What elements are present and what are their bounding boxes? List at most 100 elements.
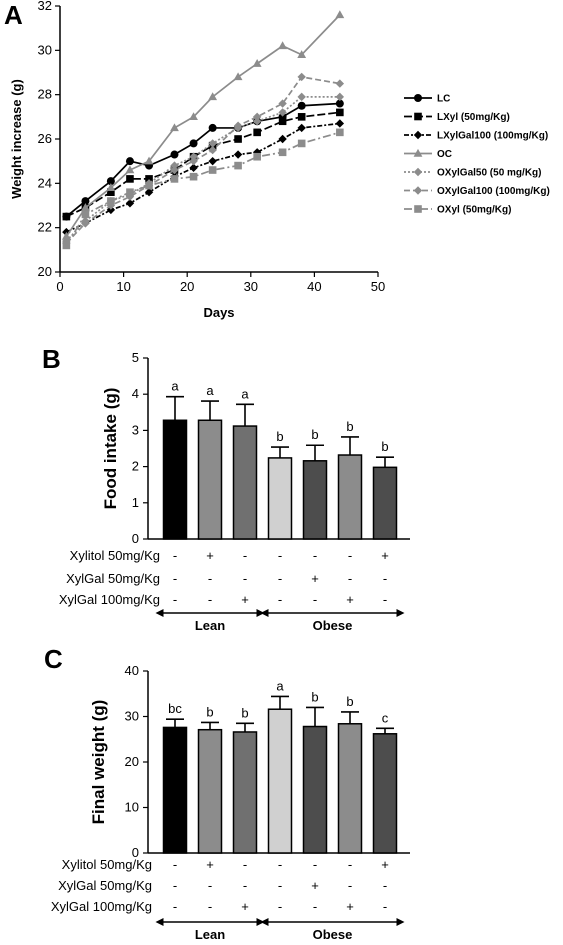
data-point [189, 152, 198, 161]
data-point [278, 117, 287, 126]
significance-letter: a [171, 379, 179, 394]
group-label: Lean [195, 618, 225, 633]
significance-letter: b [241, 705, 248, 720]
bar-rect [302, 460, 328, 540]
y-tick-label: 40 [125, 663, 139, 678]
legend-entry: OXylGal50 (50 mg/Kg) [404, 168, 541, 179]
treatment-sign: - [173, 548, 177, 563]
treatment-sign: - [278, 571, 282, 586]
data-point [335, 79, 345, 88]
legend-entry: LC [404, 94, 450, 105]
data-point [62, 212, 71, 221]
treatment-sign: - [173, 857, 177, 872]
group-label: Obese [313, 618, 353, 633]
legend-label: LXyl (50mg/Kg) [437, 112, 510, 123]
bar-rect [162, 419, 188, 540]
panel-letter-c: C [44, 644, 63, 674]
arrow-head-left [155, 609, 164, 617]
y-tick-label: 30 [125, 709, 139, 724]
x-axis-title: Days [203, 305, 234, 320]
treatment-row-label: Xylitol 50mg/Kg [70, 548, 160, 563]
x-tick-label: 30 [244, 279, 258, 294]
y-tick-label: 24 [38, 175, 52, 190]
significance-letter: b [346, 694, 353, 709]
data-point [234, 135, 242, 143]
y-tick-label: 0 [132, 845, 139, 860]
treatment-sign: - [278, 548, 282, 563]
treatment-sign: - [278, 857, 282, 872]
bar-3: b [267, 429, 293, 540]
y-tick-label: 22 [38, 220, 52, 235]
treatment-row-label: XylGal 50mg/Kg [66, 571, 160, 586]
data-point [81, 219, 90, 228]
treatment-sign: - [348, 857, 352, 872]
data-point [297, 92, 306, 102]
significance-letter: b [311, 427, 318, 442]
data-point [233, 72, 243, 81]
line-chart-weight: 20 22 24 26 28 30 32 0 10 20 30 40 50 Days Weight incr… [9, 0, 550, 320]
y-tick-label: 0 [132, 531, 139, 546]
data-point [297, 101, 306, 110]
legend-marker [414, 94, 422, 102]
treatment-sign: - [173, 592, 177, 607]
group-arrow-obese: Obese [260, 609, 405, 633]
significance-letter: a [276, 678, 284, 693]
data-point [252, 117, 262, 126]
y-axis-title: Food intake (g) [101, 388, 120, 510]
bar-2: a [232, 386, 258, 540]
data-point [335, 119, 345, 128]
treatment-sign: - [243, 548, 247, 563]
data-point [297, 72, 306, 82]
data-point [189, 112, 198, 121]
bar-0: bc [162, 701, 188, 854]
treatment-sign: + [206, 548, 214, 563]
y-axis-title: Final weight (g) [89, 700, 108, 825]
data-point [106, 201, 116, 210]
bar-4: b [302, 427, 328, 540]
significance-letter: a [241, 386, 249, 401]
bar-rect [267, 457, 293, 540]
treatment-sign: - [278, 899, 282, 914]
legend-label: OXylGal100 (100mg/Kg) [437, 186, 550, 197]
significance-letter: b [346, 419, 353, 434]
bar-rect [197, 419, 223, 540]
legend-entry: OXylGal100 (100mg/Kg) [404, 186, 550, 197]
treatment-sign: - [313, 857, 317, 872]
treatment-sign: + [241, 592, 249, 607]
bar-chart-food-intake: 0 1 2 3 4 5 Food intake (g) a a a b b b b Xylitol 50mg… [59, 350, 410, 633]
y-tick-label: 10 [125, 800, 139, 815]
treatment-sign: + [346, 592, 354, 607]
data-point [233, 150, 243, 159]
y-tick-label: 26 [38, 131, 52, 146]
treatment-sign: - [383, 899, 387, 914]
data-point [81, 197, 90, 206]
data-point [278, 148, 287, 157]
treatment-sign: + [381, 548, 389, 563]
data-point [170, 161, 179, 170]
bar-rect [337, 723, 363, 854]
data-point [335, 92, 345, 102]
legend-marker [414, 112, 422, 121]
panel-letter-b: B [42, 344, 61, 374]
y-tick-label: 2 [132, 459, 139, 474]
data-point [107, 197, 115, 205]
series-6 [62, 128, 344, 250]
legend-entry: LXyl (50mg/Kg) [404, 112, 510, 123]
data-point [297, 123, 306, 133]
data-point [297, 113, 306, 121]
data-point [252, 59, 262, 67]
treatment-sign: - [173, 571, 177, 586]
x-tick-label: 10 [116, 279, 130, 294]
data-point [208, 92, 218, 101]
treatment-sign: - [243, 878, 247, 893]
treatment-row-label: XylGal 100mg/Kg [51, 899, 152, 914]
bar-6: b [372, 439, 398, 540]
data-point [335, 10, 345, 19]
group-arrow-obese: Obese [260, 918, 405, 942]
bar-6: c [372, 710, 398, 854]
bar-5: b [337, 419, 363, 540]
significance-letter: bc [168, 701, 182, 716]
data-point [297, 50, 307, 58]
legend-entry: OXyl (50mg/Kg) [404, 205, 511, 216]
